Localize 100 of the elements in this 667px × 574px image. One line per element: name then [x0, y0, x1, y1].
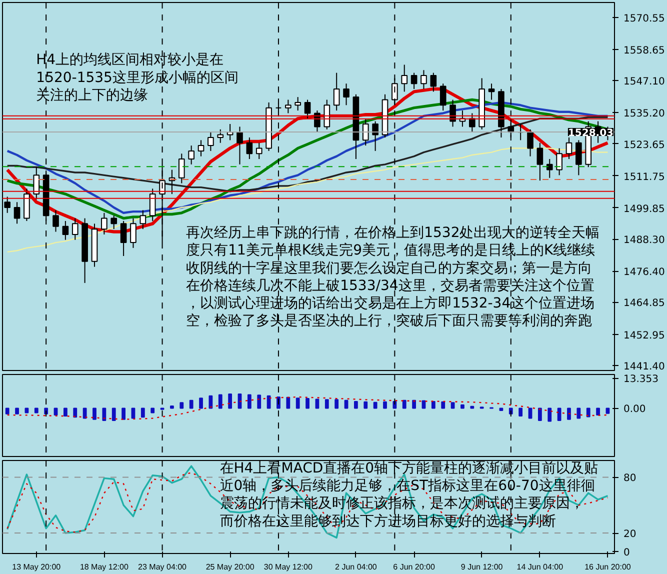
bar: [266, 395, 271, 409]
candlestick: [140, 210, 146, 230]
candlestick: [246, 136, 253, 160]
bar: [54, 408, 58, 416]
bar: [383, 401, 387, 409]
bar: [247, 394, 252, 409]
bar: [24, 408, 29, 414]
candlestick: [110, 215, 118, 230]
bar: [170, 405, 174, 409]
x-tick-label: 13 May 20:00: [12, 562, 62, 572]
bar: [364, 401, 368, 409]
y-tick-label: 13.353: [624, 374, 658, 386]
bar: [63, 408, 68, 417]
bar: [208, 395, 213, 409]
candlestick: [324, 99, 330, 130]
bar: [112, 408, 116, 422]
bar: [257, 394, 262, 409]
bar: [576, 408, 581, 419]
bar: [518, 408, 523, 417]
y-tick-label: 1547.10: [624, 76, 665, 88]
bar: [15, 408, 19, 414]
candlestick: [256, 142, 262, 160]
y-tick-label: 1452.95: [624, 330, 665, 342]
bar: [34, 408, 38, 414]
annotation: H4上的均线区间相对较小是在1520-1535这里形成小幅的区间关注的上下的边缘: [36, 52, 238, 104]
y-tick-label: 1570.55: [624, 13, 665, 24]
candlestick: [72, 218, 78, 240]
candlestick: [410, 72, 418, 90]
bar: [306, 398, 310, 409]
bar: [441, 401, 446, 409]
bar: [82, 408, 87, 419]
x-tick-label: 25 May 20:00: [206, 562, 255, 572]
bar: [557, 408, 562, 422]
candlestick: [527, 128, 534, 157]
bar: [334, 399, 339, 409]
candlestick: [130, 218, 136, 248]
x-tick-label: 14 Jun 04:00: [516, 562, 564, 572]
candlestick: [430, 72, 437, 92]
candlestick: [576, 140, 582, 176]
candlestick: [62, 220, 69, 240]
x-tick-label: 2 Jun 04:00: [335, 562, 378, 572]
candlestick: [362, 118, 369, 146]
bar: [606, 408, 610, 414]
bar: [548, 408, 552, 422]
y-tick-label: 80: [624, 473, 636, 484]
candlestick: [401, 64, 408, 92]
bar: [92, 408, 96, 420]
candlestick: [488, 83, 495, 100]
bar: [73, 408, 78, 418]
bar: [44, 408, 48, 414]
x-tick-label: 18 May 12:00: [80, 562, 129, 572]
bar: [567, 408, 571, 420]
bar: [460, 404, 464, 409]
candlestick: [304, 99, 311, 120]
bar: [324, 399, 329, 409]
y-tick-label: 1535.20: [624, 108, 665, 120]
candlestick: [294, 96, 302, 112]
bar: [150, 408, 155, 414]
bar: [402, 400, 406, 409]
y-tick-label: 1499.85: [624, 204, 665, 215]
candlestick: [546, 158, 553, 178]
bar: [140, 408, 145, 418]
candlestick: [372, 120, 378, 152]
bar: [199, 398, 203, 409]
bar: [122, 408, 126, 420]
bar: [180, 402, 184, 409]
candlestick: [208, 132, 214, 152]
bar: [431, 400, 436, 409]
y-tick-label: 1558.65: [624, 46, 665, 57]
y-tick-label: 1464.85: [624, 298, 665, 310]
candlestick: [468, 112, 476, 133]
bar: [412, 400, 416, 409]
candlestick: [236, 126, 243, 165]
bar: [296, 398, 300, 409]
candlestick: [420, 70, 427, 90]
candlestick: [333, 72, 340, 112]
y-tick-label: 1511.75: [624, 172, 665, 183]
bar: [450, 402, 455, 409]
bar: [508, 408, 513, 414]
bar: [131, 408, 136, 419]
bar: [189, 400, 194, 409]
y-tick-label: 1476.40: [624, 267, 665, 278]
bar: [499, 408, 504, 411]
y-tick-label: 20: [624, 529, 636, 540]
bar: [373, 402, 378, 409]
candlestick: [198, 140, 204, 157]
candlestick: [440, 83, 446, 112]
bar: [218, 394, 222, 409]
bar: [596, 408, 600, 416]
y-tick-label: 1441.40: [624, 361, 665, 372]
bar: [586, 408, 590, 418]
candlestick: [188, 145, 194, 165]
x-tick-label: 16 Jun 20:00: [584, 562, 632, 572]
bar: [354, 400, 358, 409]
y-tick-label: 0: [624, 548, 630, 559]
bar: [5, 408, 10, 414]
bar: [538, 408, 542, 422]
y-tick-label: 0.00: [624, 404, 646, 416]
candlestick: [52, 210, 59, 232]
x-tick-label: 9 Jun 12:00: [460, 562, 504, 572]
